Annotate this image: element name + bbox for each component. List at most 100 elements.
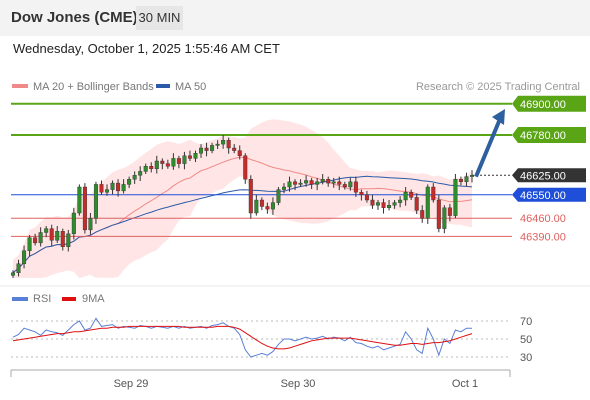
x-tick-label-1: Sep 30 [281, 378, 316, 390]
bollinger-band [13, 119, 472, 279]
level-label-2: 46625.00 [520, 170, 566, 182]
rsi-line [12, 317, 472, 358]
candle-body [187, 155, 192, 159]
candle-body [82, 186, 87, 231]
candle-body [254, 199, 259, 214]
candle-body [248, 178, 253, 214]
candle-body [392, 202, 397, 206]
candle-body [387, 204, 392, 208]
candle-body [398, 199, 403, 203]
candle-body [176, 158, 181, 164]
candle-body [237, 150, 242, 157]
candle-body [298, 182, 303, 185]
candle-body [436, 199, 441, 229]
candle-body [259, 199, 264, 207]
candle-body [10, 272, 15, 276]
candle-body [431, 186, 436, 201]
candle-body [447, 207, 452, 216]
candle-body [409, 191, 414, 198]
candle-body [464, 176, 469, 183]
candle-body [77, 186, 82, 214]
timeframe-button[interactable]: 30 MIN [136, 6, 183, 30]
candle-body [320, 178, 325, 182]
rsi-tick-label-0: 70 [520, 316, 532, 328]
candle-body [149, 165, 154, 169]
candle-body [348, 181, 353, 188]
candle-body [470, 175, 475, 177]
candle-body [55, 230, 60, 241]
candle-body [99, 184, 104, 193]
candle-body [337, 181, 342, 185]
candle-body [121, 184, 126, 192]
candle-body [44, 228, 49, 233]
candle-body [38, 232, 43, 244]
candle-body [154, 160, 159, 170]
header-bar: Dow Jones (CME) 30 MIN [0, 0, 590, 36]
candle-body [414, 197, 419, 211]
candle-body [331, 181, 336, 184]
candle-body [364, 194, 369, 201]
candle-body [22, 250, 27, 264]
legend-swatch-ma20 [12, 84, 28, 88]
candle-body [309, 180, 314, 185]
level-tag-3 [512, 187, 586, 202]
candle-body [88, 217, 93, 231]
level-label-0: 46900.00 [520, 99, 566, 111]
candle-body [293, 181, 298, 185]
candle-body [315, 181, 320, 185]
candle-body [359, 191, 364, 195]
candle-body [105, 189, 110, 193]
candle-body [143, 165, 148, 172]
candle-body [370, 199, 375, 206]
candle-body [199, 147, 204, 154]
candle-body [353, 181, 358, 193]
candle-body [281, 186, 286, 190]
forecast-arrow-head [492, 109, 505, 125]
level-label-4: 46460.00 [520, 213, 566, 225]
instrument-title: Dow Jones (CME) [11, 9, 138, 26]
rsi-tick-label-2: 30 [520, 352, 532, 364]
candle-body [215, 143, 220, 146]
candle-body [276, 189, 281, 203]
candle-body [132, 175, 137, 180]
candle-body [182, 155, 187, 164]
legend-ma20: MA 20 + Bollinger Bands [33, 81, 154, 93]
candle-body [304, 180, 309, 184]
candle-body [226, 139, 231, 149]
candle-body [49, 228, 54, 241]
candle-body [33, 237, 38, 244]
watermark: Research © 2025 Trading Central [416, 81, 580, 93]
candle-body [160, 160, 165, 164]
legend-9ma: 9MA [82, 293, 105, 305]
legend-swatch-9ma [62, 297, 76, 301]
candle-body [425, 186, 430, 219]
level-label-5: 46390.00 [520, 231, 566, 243]
candle-body [287, 181, 292, 188]
candle-body [110, 182, 115, 190]
candle-body [116, 182, 121, 192]
candle-body [420, 210, 425, 219]
candle-body [204, 147, 209, 151]
candle-body [27, 237, 32, 251]
datetime-label: Wednesday, October 1, 2025 1:55:46 AM CE… [13, 41, 280, 56]
level-label-1: 46780.00 [520, 130, 566, 142]
legend-swatch-ma50 [156, 84, 170, 88]
rsi-9ma-line [12, 325, 473, 350]
candle-body [342, 184, 347, 188]
legend-ma50: MA 50 [175, 81, 206, 93]
candle-body [16, 263, 21, 274]
candle-body [193, 152, 198, 159]
candle-body [442, 207, 447, 229]
legend-swatch-rsi [12, 297, 28, 301]
candle-body [270, 202, 275, 210]
legend-rsi: RSI [33, 293, 51, 305]
candle-body [93, 184, 98, 219]
candle-body [165, 163, 170, 167]
candle-body [71, 212, 76, 234]
level-tag-0 [512, 95, 586, 112]
candle-body [453, 178, 458, 216]
candle-body [458, 178, 463, 182]
ma50-line [12, 175, 473, 274]
level-label-3: 46550.00 [520, 190, 566, 202]
x-tick-label-0: Sep 29 [114, 378, 149, 390]
